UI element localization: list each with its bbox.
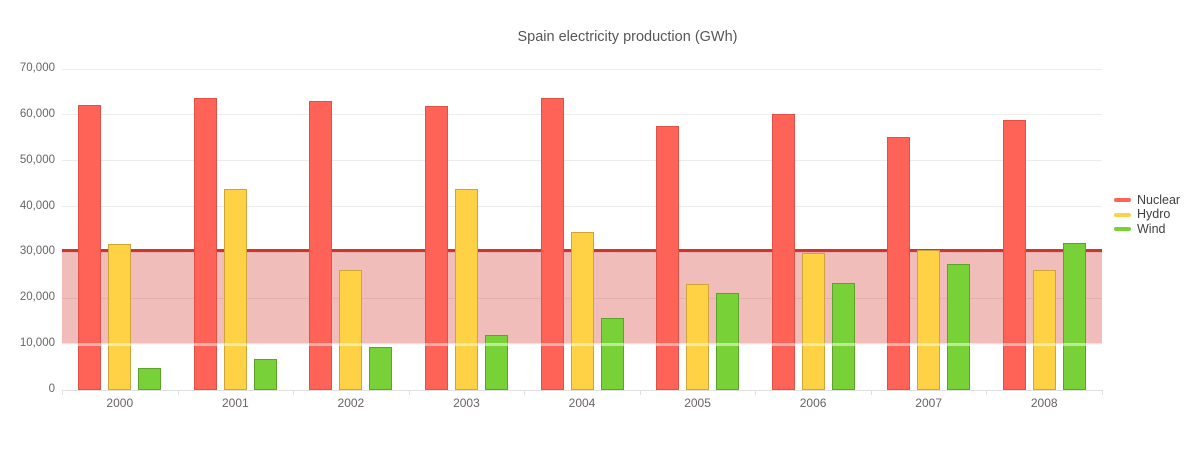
bar-nuclear-2006[interactable] — [771, 114, 795, 390]
y-axis-label-10000: 10,000 — [19, 337, 55, 350]
x-axis-label-2001: 2001 — [221, 396, 249, 410]
bar-nuclear-2008[interactable] — [1002, 120, 1026, 390]
x-axis-tick — [293, 390, 295, 395]
gridline-70000 — [62, 68, 1102, 70]
bar-hydro-2002[interactable] — [339, 270, 363, 390]
bar-hydro-2006[interactable] — [801, 253, 825, 390]
x-axis-line — [62, 389, 1102, 391]
legend-item-hydro[interactable]: Hydro — [1114, 207, 1180, 221]
bar-nuclear-2004[interactable] — [540, 98, 564, 390]
legend-label-hydro: Hydro — [1137, 207, 1171, 222]
bar-nuclear-2007[interactable] — [887, 137, 911, 390]
bar-hydro-2003[interactable] — [454, 189, 478, 390]
bar-wind-2007[interactable] — [947, 264, 971, 390]
bar-hydro-2007[interactable] — [917, 250, 941, 390]
legend-item-nuclear[interactable]: Nuclear — [1114, 193, 1180, 207]
bar-nuclear-2005[interactable] — [656, 126, 680, 390]
y-axis-label-20000: 20,000 — [19, 291, 55, 304]
bar-hydro-2001[interactable] — [223, 189, 247, 390]
bar-hydro-2004[interactable] — [570, 232, 594, 390]
x-axis-label-2002: 2002 — [337, 396, 365, 410]
bar-nuclear-2001[interactable] — [193, 98, 217, 390]
gridline-40000 — [62, 206, 1102, 208]
bar-wind-2005[interactable] — [716, 293, 740, 390]
x-axis-tick — [870, 390, 872, 395]
y-axis-label-30000: 30,000 — [19, 245, 55, 258]
bar-hydro-2008[interactable] — [1032, 270, 1056, 390]
x-axis-tick — [986, 390, 988, 395]
bar-nuclear-2003[interactable] — [424, 106, 448, 390]
x-axis-label-2007: 2007 — [915, 396, 942, 410]
x-axis-label-2004: 2004 — [568, 396, 596, 410]
legend: Nuclear Hydro Wind — [1114, 193, 1180, 236]
y-axis-label-70000: 70,000 — [19, 62, 55, 74]
x-axis-tick — [1102, 390, 1103, 395]
x-axis-tick — [408, 390, 410, 395]
bar-wind-2006[interactable] — [831, 283, 855, 390]
bar-wind-2008[interactable] — [1062, 243, 1086, 390]
bar-nuclear-2002[interactable] — [309, 101, 333, 390]
bar-wind-2001[interactable] — [253, 359, 277, 390]
x-axis-label-2003: 2003 — [453, 396, 480, 410]
gridline-50000 — [62, 160, 1102, 162]
bar-hydro-2005[interactable] — [686, 284, 710, 390]
legend-marker-wind — [1114, 226, 1131, 231]
legend-marker-nuclear — [1114, 198, 1131, 203]
x-axis-label-2000: 2000 — [106, 396, 134, 410]
legend-item-wind[interactable]: Wind — [1114, 222, 1180, 236]
x-axis-label-2006: 2006 — [799, 396, 827, 410]
bar-nuclear-2000[interactable] — [78, 105, 102, 390]
bar-wind-2004[interactable] — [600, 318, 624, 390]
x-axis-tick — [524, 390, 526, 395]
x-axis-label-2005: 2005 — [684, 396, 711, 410]
y-axis-label-60000: 60,000 — [19, 107, 55, 120]
x-axis-tick — [177, 390, 179, 395]
chart-title: Spain electricity production (GWh) — [517, 29, 738, 45]
y-axis-label-40000: 40,000 — [19, 199, 55, 212]
bar-hydro-2000[interactable] — [108, 244, 132, 390]
bar-wind-2000[interactable] — [138, 368, 162, 390]
x-axis-tick — [755, 390, 757, 395]
bar-wind-2002[interactable] — [369, 347, 393, 390]
x-axis-label-2008: 2008 — [1030, 396, 1058, 410]
threshold-band-bottom-edge — [62, 342, 1102, 346]
plot-area — [62, 68, 1102, 391]
x-axis-tick — [639, 390, 641, 395]
bar-wind-2003[interactable] — [484, 335, 508, 390]
x-axis-tick — [62, 390, 63, 395]
legend-marker-hydro — [1114, 212, 1131, 217]
y-axis-label-0: 0 — [48, 383, 55, 395]
legend-label-wind: Wind — [1137, 221, 1166, 236]
gridline-60000 — [62, 114, 1102, 116]
legend-label-nuclear: Nuclear — [1137, 192, 1181, 207]
y-axis-label-50000: 50,000 — [19, 153, 55, 166]
